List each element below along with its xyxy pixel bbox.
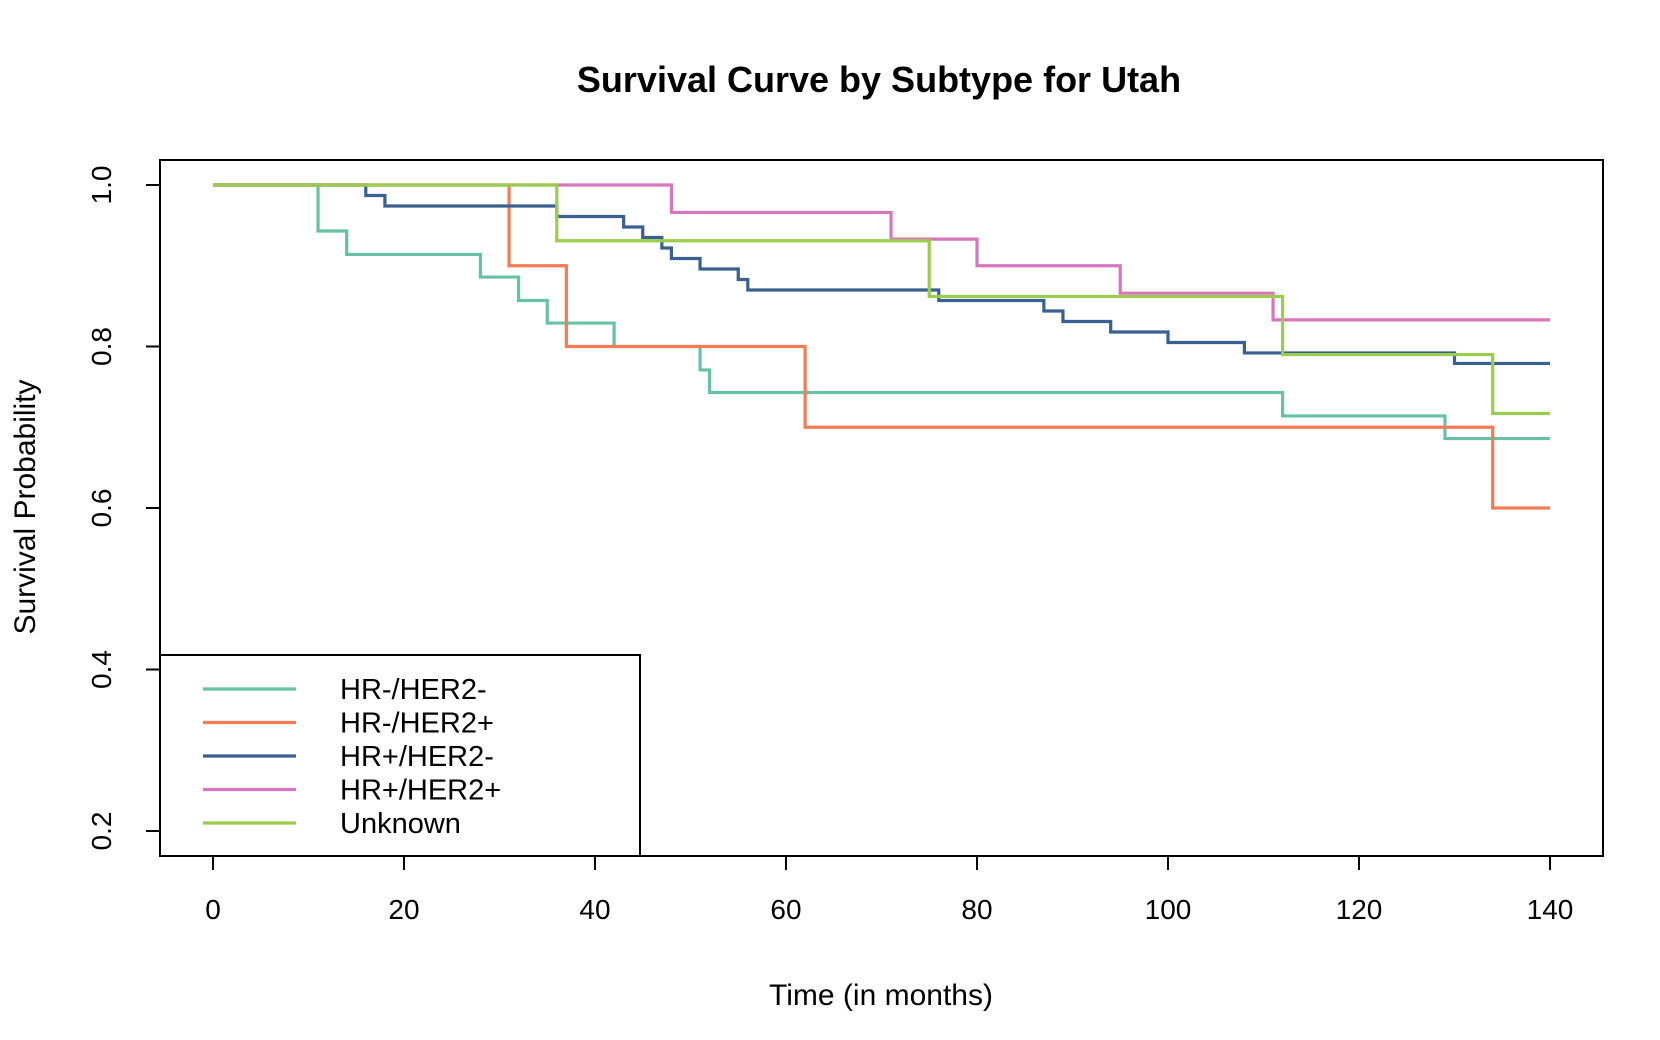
series-line-1	[213, 183, 1550, 441]
x-tick-label: 20	[388, 894, 419, 925]
x-tick-label: 60	[770, 894, 801, 925]
series-layer	[213, 183, 1550, 510]
x-axis-label: Time (in months)	[769, 979, 993, 1012]
x-axis: 0 20 40 60 80 100 120 140	[205, 856, 1573, 925]
y-tick-label: 0.8	[86, 327, 117, 366]
x-tick-label: 80	[961, 894, 992, 925]
legend-label: HR-/HER2+	[340, 708, 494, 740]
series-line-5	[213, 183, 1550, 416]
x-tick-label: 0	[205, 894, 221, 925]
legend-label: HR-/HER2-	[340, 674, 487, 706]
y-tick-label: 0.4	[86, 650, 117, 689]
x-tick-label: 120	[1336, 894, 1383, 925]
y-tick-label: 0.2	[86, 812, 117, 851]
legend-label: Unknown	[340, 808, 461, 840]
y-axis-label: Survival Probability	[9, 379, 42, 634]
y-tick-label: 0.6	[86, 489, 117, 528]
y-axis: 0.2 0.4 0.6 0.8 1.0	[86, 166, 160, 851]
legend-label: HR+/HER2+	[340, 775, 501, 807]
legend-label: HR+/HER2-	[340, 741, 494, 773]
y-tick-label: 1.0	[86, 166, 117, 205]
series-line-2	[213, 183, 1550, 510]
x-tick-label: 100	[1145, 894, 1192, 925]
legend: HR-/HER2-HR-/HER2+HR+/HER2-HR+/HER2+Unkn…	[159, 654, 641, 857]
chart-title: Survival Curve by Subtype for Utah	[577, 59, 1181, 100]
x-tick-label: 40	[579, 894, 610, 925]
x-tick-label: 140	[1527, 894, 1574, 925]
